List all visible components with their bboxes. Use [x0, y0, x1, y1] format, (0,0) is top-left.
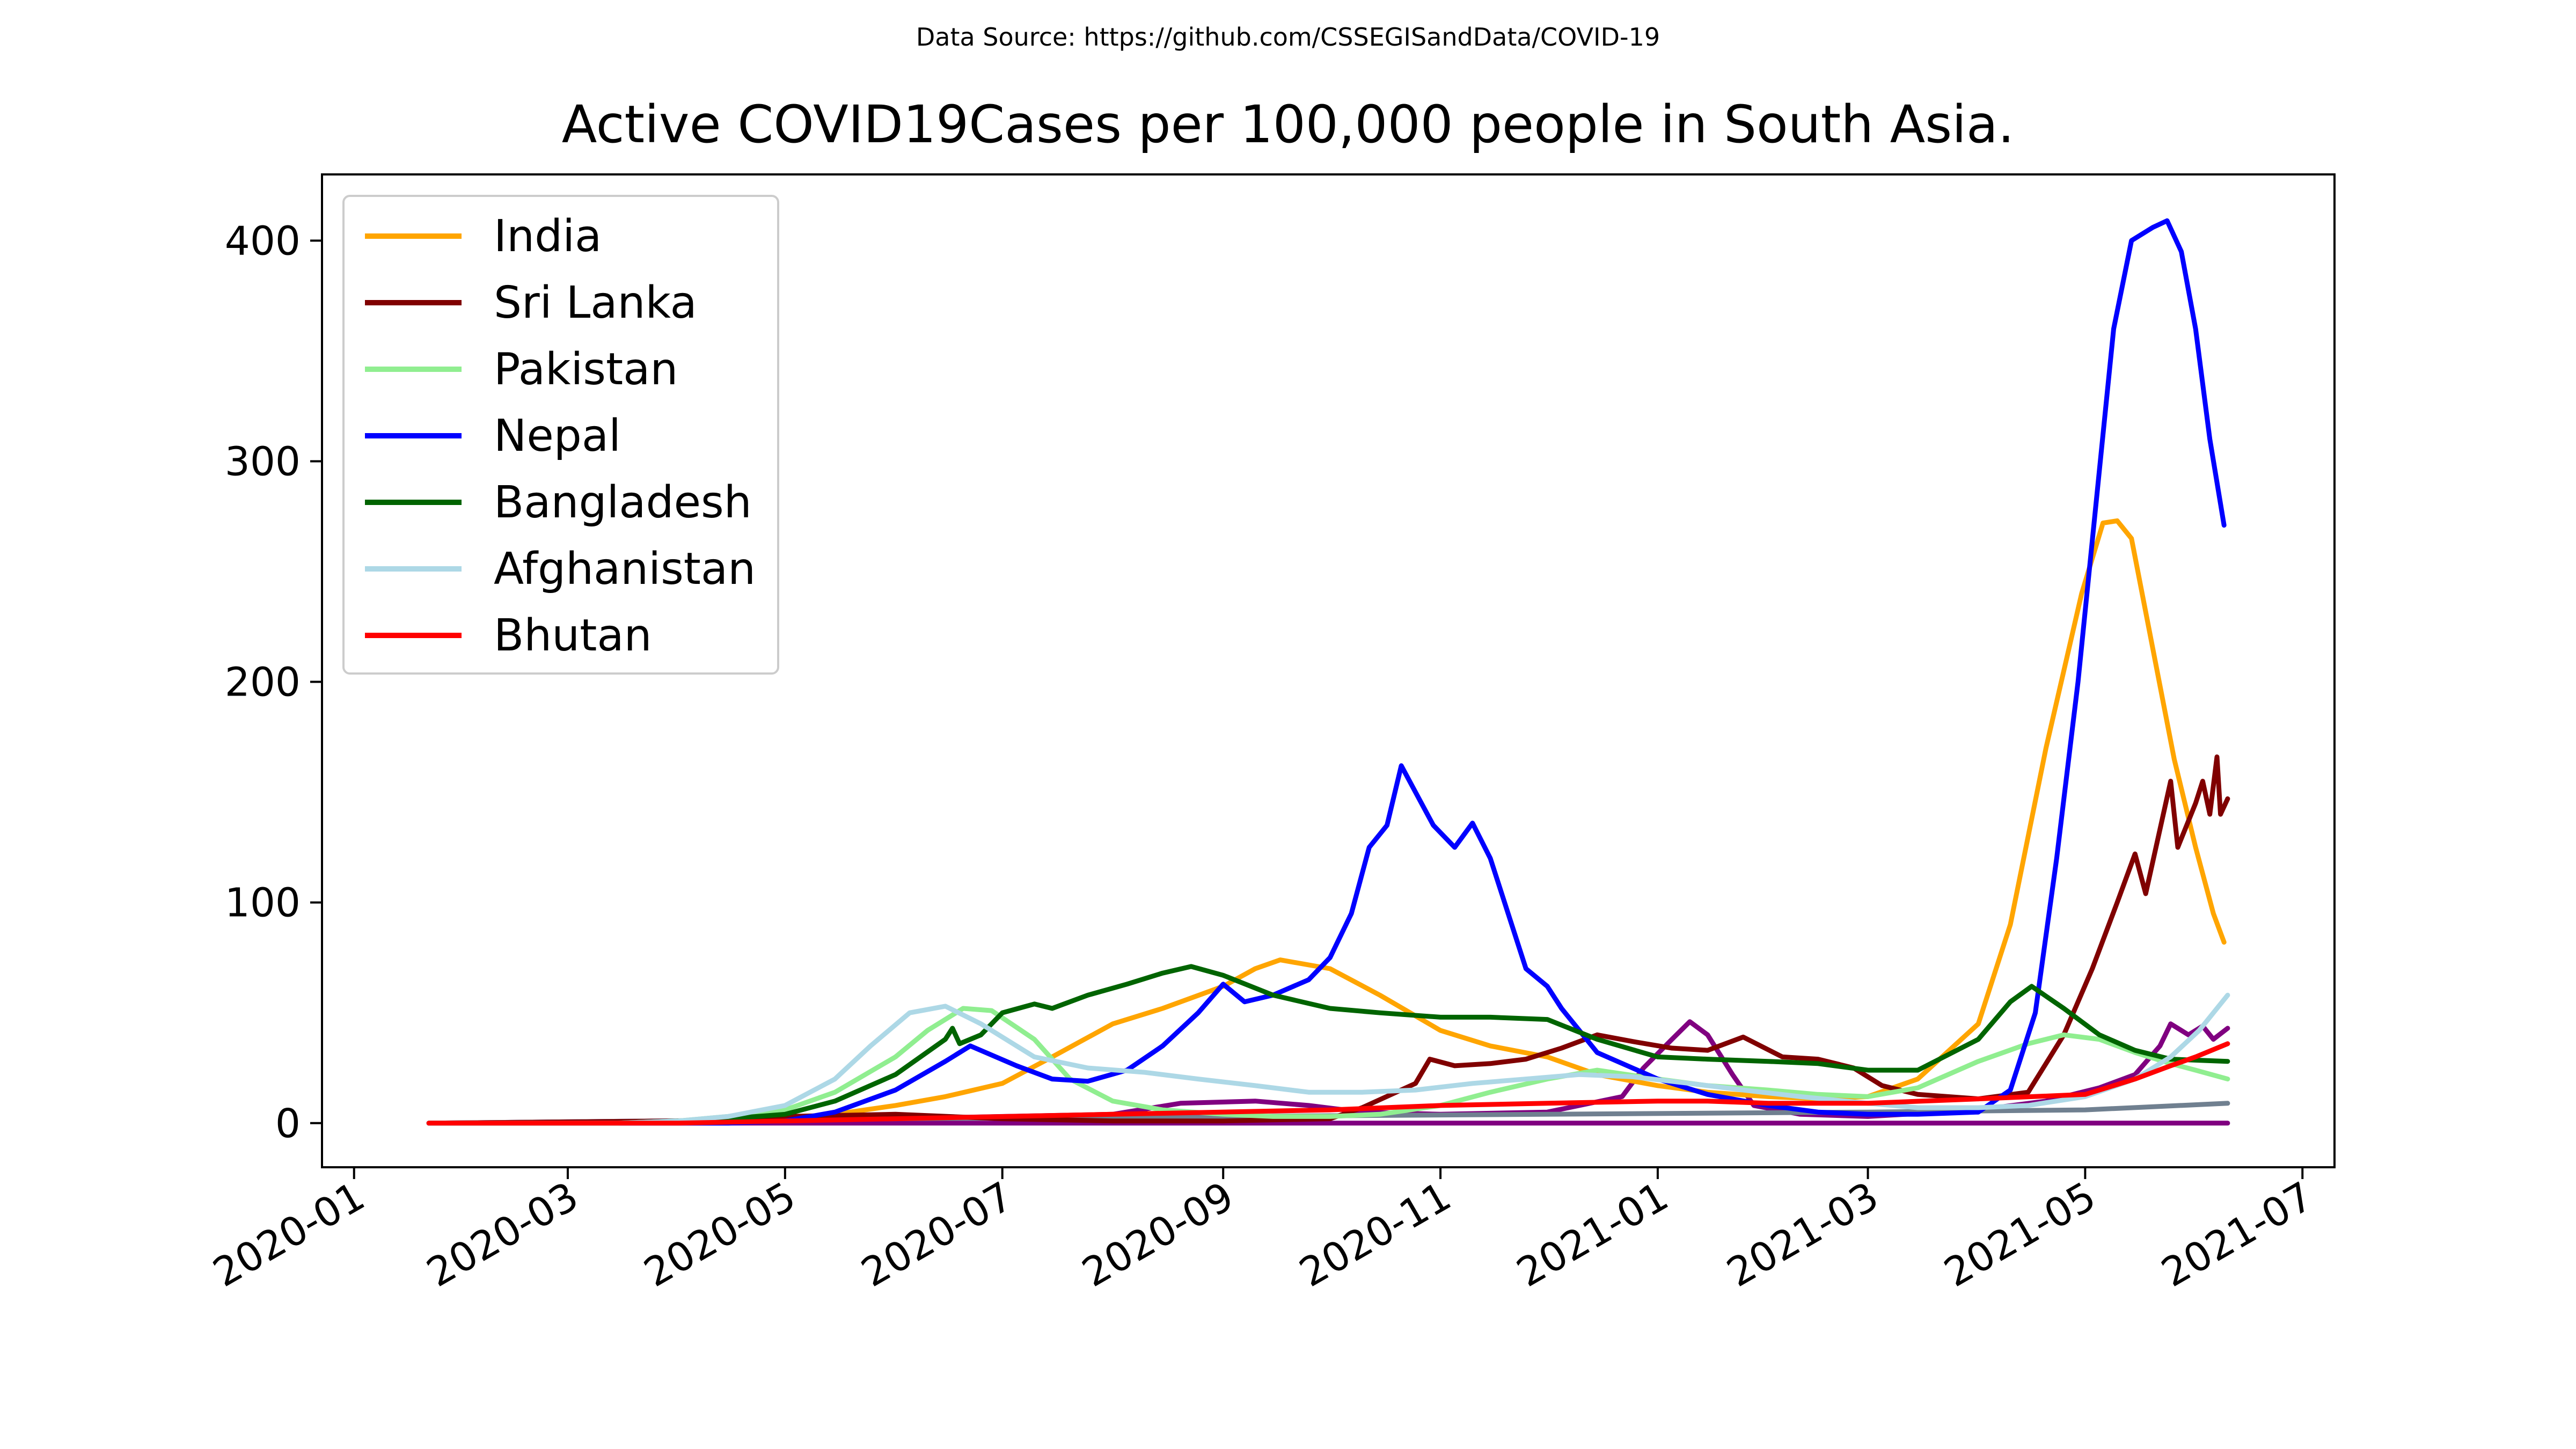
y-tick-label: 200 [225, 660, 301, 706]
y-axis: 0 100 200 300 400 [225, 218, 322, 1147]
x-tick-label: 2020-09 [1074, 1173, 1241, 1296]
series-line-afghanistan [426, 992, 2230, 1126]
data-source-note: Data Source: https://github.com/CSSEGISa… [916, 23, 1660, 52]
legend-label-bhutan: Bhutan [494, 610, 652, 661]
legend-label-bangladesh: Bangladesh [494, 477, 752, 528]
series-line-bhutan [426, 1041, 2230, 1126]
x-tick-label: 2020-07 [854, 1173, 1021, 1296]
legend-label-nepal: Nepal [494, 411, 621, 462]
legend-box [342, 195, 779, 675]
series-line-india [426, 518, 2227, 1126]
series-layer [426, 218, 2230, 1126]
legend-label-pakistan: Pakistan [494, 344, 678, 395]
legend-label-afghanistan: Afghanistan [494, 544, 756, 595]
x-tick-label: 2021-03 [1719, 1173, 1886, 1296]
series-line-sri-lanka [426, 754, 2230, 1126]
series-line-pakistan [426, 1006, 2230, 1126]
y-tick-label: 100 [225, 880, 301, 926]
series-line-bangladesh [426, 964, 2230, 1126]
y-tick-label: 0 [275, 1101, 301, 1147]
y-tick-label: 400 [225, 218, 301, 264]
x-axis: 2020-01 2020-03 2020-05 2020-07 2020-09 2020-… [206, 1167, 2321, 1296]
y-tick-label: 300 [225, 438, 301, 485]
x-tick-label: 2021-07 [2154, 1173, 2321, 1296]
plot-frame [321, 173, 2336, 1168]
legend: India Sri Lanka Pakistan Nepal Bangladesh Afg… [342, 195, 779, 675]
x-tick-label: 2020-11 [1292, 1173, 1459, 1296]
legend-label-india: India [494, 211, 602, 262]
legend-label-sri-lanka: Sri Lanka [494, 277, 697, 328]
x-tick-label: 2020-03 [419, 1173, 586, 1296]
x-tick-label: 2020-05 [636, 1173, 803, 1296]
x-tick-label: 2021-01 [1509, 1173, 1676, 1296]
x-tick-label: 2021-05 [1937, 1173, 2104, 1296]
series-line-nepal [426, 218, 2227, 1126]
chart-title: Active COVID19Cases per 100,000 people i… [562, 94, 2015, 155]
x-tick-label: 2020-01 [206, 1173, 372, 1296]
series-line-extra-0 [426, 1019, 2230, 1126]
